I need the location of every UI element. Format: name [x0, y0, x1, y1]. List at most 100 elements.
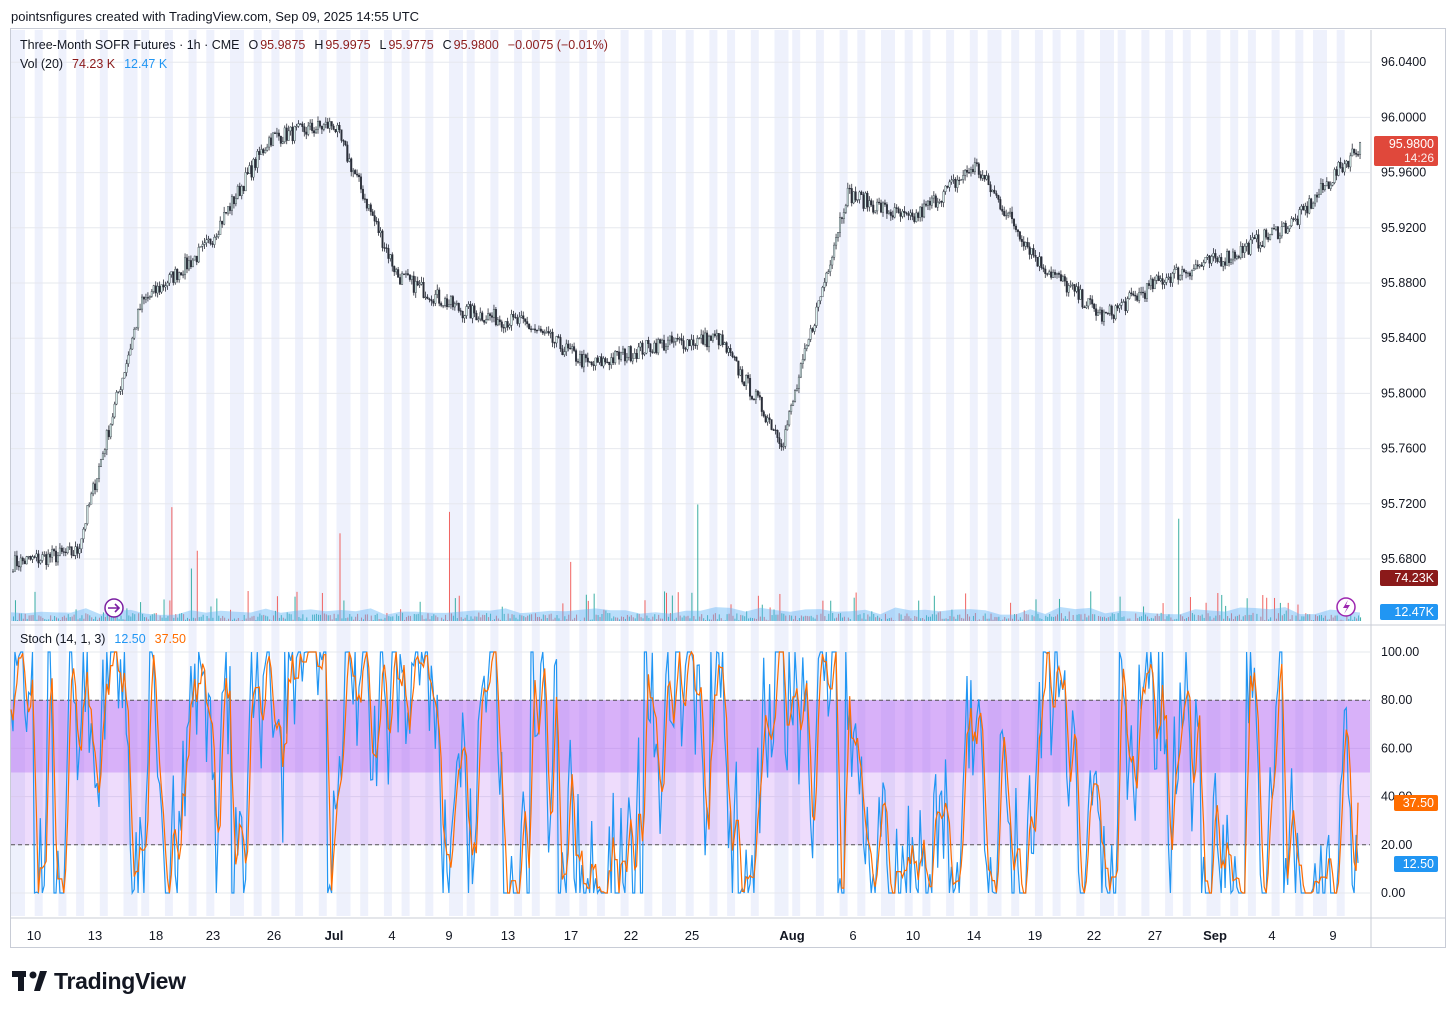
- session-shade: [644, 30, 653, 916]
- candle: [708, 334, 711, 353]
- volume-bar: [703, 618, 705, 621]
- volume-bar: [1201, 614, 1203, 621]
- volume-bar: [718, 614, 720, 621]
- candle: [618, 346, 621, 365]
- candle-body: [1120, 302, 1123, 306]
- candle: [182, 270, 185, 279]
- candle: [1321, 178, 1324, 193]
- volume-bar: [175, 614, 177, 621]
- session-shade: [1100, 30, 1114, 916]
- candle-body: [1353, 148, 1356, 154]
- volume-bar: [535, 613, 537, 621]
- candle: [1132, 290, 1135, 297]
- symbol-name[interactable]: Three-Month SOFR Futures · 1h · CME: [20, 38, 240, 52]
- candle: [921, 203, 924, 222]
- candle-body: [819, 296, 822, 302]
- candle: [465, 304, 468, 319]
- candle-body: [156, 285, 159, 294]
- candle: [111, 413, 114, 426]
- volume-bar: [572, 619, 574, 621]
- candle: [498, 315, 501, 326]
- candle-body: [651, 351, 654, 353]
- volume-bar: [472, 618, 474, 621]
- volume-bar: [720, 618, 722, 621]
- candle: [446, 294, 449, 310]
- candle: [101, 451, 104, 460]
- candle: [322, 123, 325, 132]
- candle-body: [383, 247, 386, 249]
- candle: [266, 143, 269, 152]
- candle: [1286, 226, 1289, 235]
- candle-body: [377, 221, 380, 233]
- candle: [1173, 265, 1176, 279]
- candle-body: [1259, 245, 1262, 249]
- candle-body: [893, 207, 896, 218]
- candle: [819, 296, 822, 305]
- volume-bar: [1164, 619, 1166, 621]
- candle-body: [743, 381, 746, 386]
- candle: [174, 266, 177, 285]
- candle-body: [365, 198, 368, 209]
- candle: [704, 327, 707, 347]
- candle: [99, 458, 102, 468]
- tradingview-logo[interactable]: TradingView: [12, 968, 186, 994]
- candle-body: [68, 546, 71, 548]
- volume-bar: [1332, 617, 1334, 621]
- volume-bar: [1053, 616, 1055, 621]
- volume-bar: [448, 511, 450, 621]
- candle-body: [821, 287, 824, 298]
- volume-bars: [11, 504, 1362, 621]
- candle: [666, 336, 669, 350]
- price-tick-label: 96.0400: [1381, 55, 1426, 69]
- candle: [1001, 205, 1004, 215]
- candle-body: [27, 556, 30, 558]
- candle: [324, 117, 327, 129]
- candle-body: [277, 132, 280, 137]
- candle: [1022, 236, 1025, 251]
- candle: [1075, 283, 1078, 294]
- session-shade: [555, 30, 570, 916]
- candle-body: [1220, 257, 1223, 267]
- candle: [299, 123, 302, 125]
- volume-bar: [972, 615, 974, 621]
- candle-body: [674, 338, 677, 342]
- volume-bar: [1015, 614, 1017, 621]
- session-shade: [401, 30, 410, 916]
- candle: [72, 550, 75, 557]
- candle-body: [487, 313, 490, 320]
- candle: [786, 420, 789, 431]
- candle: [1085, 301, 1088, 310]
- candle-body: [184, 257, 187, 275]
- candle-body: [737, 360, 740, 376]
- session-shade: [1011, 30, 1020, 916]
- candle: [1247, 241, 1250, 255]
- candle: [907, 211, 910, 221]
- volume-ma-value: 12.47 K: [124, 57, 168, 71]
- candle: [690, 334, 693, 351]
- candle: [600, 353, 603, 367]
- candle-body: [481, 312, 484, 321]
- candle-body: [424, 296, 427, 299]
- session-shade: [815, 30, 824, 916]
- candle-body: [336, 125, 339, 133]
- volume-bar: [544, 615, 546, 621]
- stoch-label[interactable]: Stoch (14, 1, 3): [20, 632, 106, 646]
- candle-body: [266, 146, 269, 151]
- candle: [563, 346, 566, 357]
- candle: [142, 296, 145, 305]
- candle-body: [186, 257, 189, 270]
- candle: [1149, 275, 1152, 291]
- volume-label[interactable]: Vol (20): [20, 57, 64, 71]
- candle: [764, 414, 767, 424]
- candle-body: [485, 319, 488, 323]
- candle: [1337, 160, 1340, 177]
- volume-bar: [1217, 593, 1219, 621]
- volume-bar: [826, 619, 828, 621]
- candle-body: [623, 348, 626, 362]
- candle-body: [381, 230, 384, 248]
- candle-body: [1261, 245, 1264, 247]
- volume-bar: [1121, 617, 1123, 621]
- volume-bar: [462, 618, 464, 621]
- volume-bar: [1197, 615, 1199, 621]
